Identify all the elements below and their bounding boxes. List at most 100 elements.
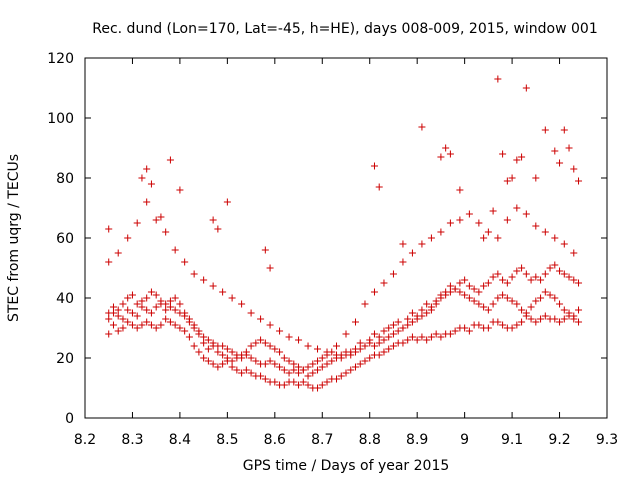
x-tick-label: 8.2 xyxy=(74,432,96,448)
data-point xyxy=(228,348,236,356)
data-point xyxy=(575,279,583,287)
x-tick-label: 9.2 xyxy=(548,432,570,448)
data-point xyxy=(570,312,578,320)
data-point xyxy=(190,342,198,350)
data-point xyxy=(560,126,568,134)
data-point xyxy=(176,324,184,332)
data-point xyxy=(385,345,393,353)
data-point xyxy=(247,369,255,377)
data-point xyxy=(484,306,492,314)
data-point xyxy=(299,378,307,386)
data-point xyxy=(143,165,151,173)
data-point xyxy=(366,336,374,344)
data-point xyxy=(119,300,127,308)
y-tick-label: 80 xyxy=(56,171,74,187)
data-point xyxy=(285,333,293,341)
data-point xyxy=(295,369,303,377)
data-point xyxy=(575,318,583,326)
data-point xyxy=(427,234,435,242)
data-point xyxy=(124,234,132,242)
data-point xyxy=(138,297,146,305)
data-point xyxy=(556,159,564,167)
data-point xyxy=(537,276,545,284)
data-point xyxy=(541,288,549,296)
data-point xyxy=(200,333,208,341)
chart-title: Rec. dund (Lon=170, Lat=-45, h=HE), days… xyxy=(92,21,598,37)
data-point xyxy=(532,318,540,326)
data-point xyxy=(171,294,179,302)
data-point xyxy=(499,276,507,284)
data-point xyxy=(489,300,497,308)
y-tick-label: 60 xyxy=(56,231,74,247)
data-point xyxy=(489,273,497,281)
y-tick-label: 100 xyxy=(47,111,74,127)
data-point xyxy=(195,348,203,356)
x-axis: 8.2 8.3 8.4 8.5 8.6 8.7 8.8 8.9 9 9.1 9.2 9.3 xyxy=(74,58,618,448)
data-point xyxy=(437,228,445,236)
data-point xyxy=(427,303,435,311)
data-point xyxy=(356,360,364,368)
data-point xyxy=(503,294,511,302)
data-point xyxy=(128,309,136,317)
y-tick-label: 40 xyxy=(56,291,74,307)
data-point xyxy=(233,366,241,374)
data-point xyxy=(446,150,454,158)
data-point xyxy=(314,384,322,392)
data-point xyxy=(304,381,312,389)
data-point xyxy=(541,126,549,134)
data-point xyxy=(413,336,421,344)
data-point xyxy=(427,333,435,341)
data-point xyxy=(461,276,469,284)
data-point xyxy=(532,297,540,305)
data-point xyxy=(437,291,445,299)
data-point xyxy=(399,324,407,332)
data-point xyxy=(413,312,421,320)
data-point xyxy=(114,327,122,335)
data-point xyxy=(565,273,573,281)
data-point xyxy=(105,258,113,266)
data-point xyxy=(375,339,383,347)
data-point xyxy=(181,309,189,317)
data-point xyxy=(157,213,165,221)
data-point xyxy=(105,330,113,338)
data-point xyxy=(465,282,473,290)
data-point xyxy=(560,240,568,248)
data-point xyxy=(342,369,350,377)
x-tick-label: 8.3 xyxy=(121,432,143,448)
data-point xyxy=(437,153,445,161)
data-point xyxy=(494,75,502,83)
data-point xyxy=(162,315,170,323)
data-point xyxy=(556,267,564,275)
data-point xyxy=(522,210,530,218)
data-point xyxy=(138,174,146,182)
data-point xyxy=(318,354,326,362)
data-point xyxy=(451,285,459,293)
data-point xyxy=(228,357,236,365)
data-point xyxy=(314,366,322,374)
data-point xyxy=(451,327,459,335)
data-point xyxy=(370,288,378,296)
data-point xyxy=(266,264,274,272)
data-point xyxy=(114,312,122,320)
data-point xyxy=(389,321,397,329)
data-point xyxy=(314,357,322,365)
data-point xyxy=(480,234,488,242)
data-point xyxy=(508,174,516,182)
data-point xyxy=(209,360,217,368)
data-point xyxy=(560,306,568,314)
data-point xyxy=(366,354,374,362)
data-point xyxy=(309,360,317,368)
data-point xyxy=(147,309,155,317)
data-point xyxy=(318,363,326,371)
data-point xyxy=(475,288,483,296)
data-point xyxy=(209,282,217,290)
data-point xyxy=(162,228,170,236)
x-tick-label: 8.5 xyxy=(216,432,238,448)
data-point xyxy=(560,315,568,323)
y-tick-label: 20 xyxy=(56,351,74,367)
data-point xyxy=(570,276,578,284)
data-point xyxy=(209,216,217,224)
data-point xyxy=(375,183,383,191)
data-point xyxy=(480,303,488,311)
data-point xyxy=(109,321,117,329)
